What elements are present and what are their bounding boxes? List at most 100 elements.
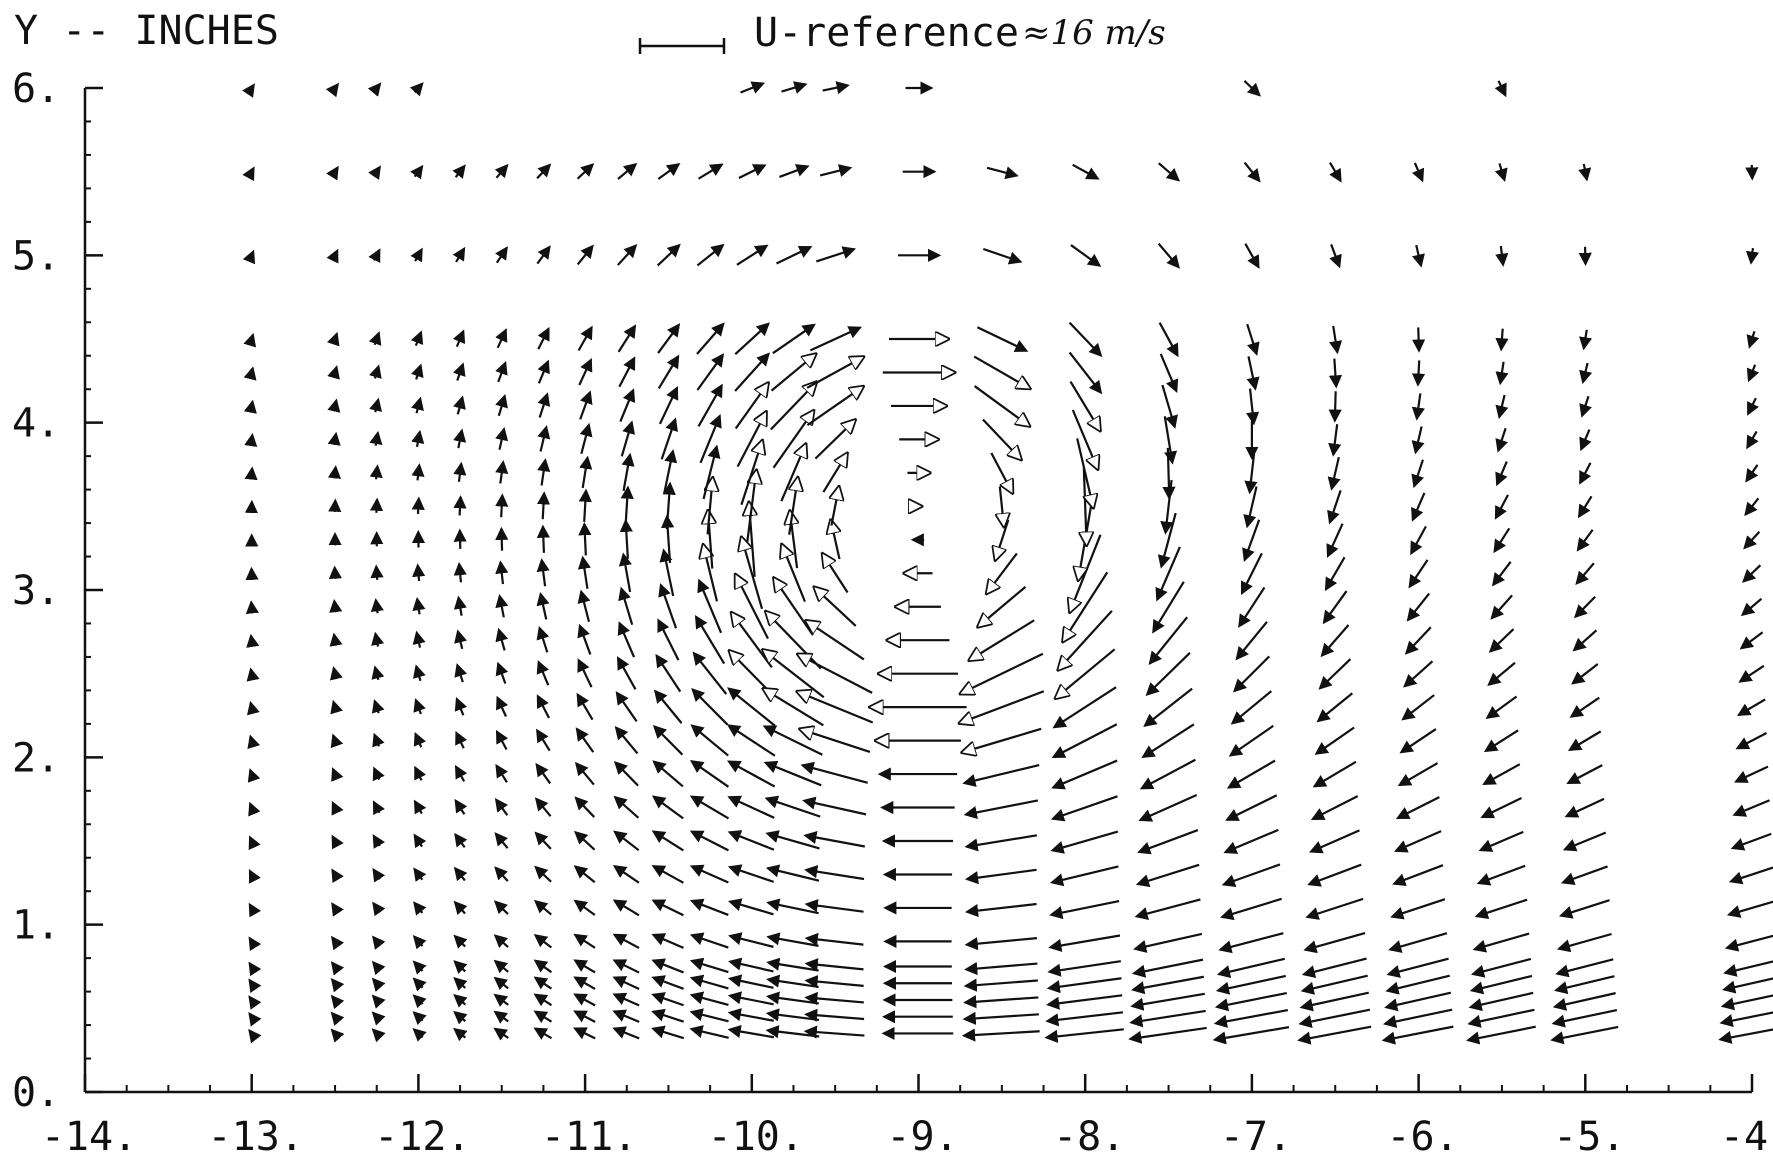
velocity-vector [533,976,553,990]
velocity-vector [1052,686,1117,729]
velocity-vector [822,81,850,95]
velocity-vector [816,246,857,263]
velocity-vector [613,830,640,852]
velocity-vector [1572,629,1598,652]
velocity-vector [1381,1025,1454,1045]
velocity-vector [534,865,552,883]
velocity-vector [1495,461,1508,487]
x-tick-label: -10. [708,1114,804,1159]
velocity-vector [495,361,508,383]
velocity-vector [243,332,257,348]
velocity-vector [243,399,257,414]
velocity-vector [573,959,596,974]
velocity-vector [1000,486,1004,526]
velocity-vector [618,552,632,593]
velocity-vector [453,1010,468,1025]
velocity-vector [613,760,639,787]
velocity-vector [651,1008,685,1023]
y-tick-label: 4. [12,401,60,447]
velocity-vector [1384,991,1452,1012]
velocity-vector [653,689,683,724]
velocity-vector [412,960,427,975]
velocity-vector [533,933,553,949]
velocity-vector [368,248,381,264]
velocity-vector [579,455,593,489]
velocity-vector [1494,163,1508,183]
velocity-vector [1410,525,1427,556]
velocity-vector [248,961,262,977]
velocity-vector [1401,694,1435,721]
velocity-vector [576,692,594,721]
velocity-vector [690,724,729,757]
velocity-vector [697,163,724,180]
velocity-vector [1734,765,1769,783]
velocity-vector [409,82,424,97]
velocity-vector [1246,356,1260,391]
velocity-vector [411,396,424,414]
velocity-vector [327,465,342,479]
velocity-vector [328,498,342,513]
velocity-vector [1411,426,1425,455]
velocity-vector [1488,628,1515,653]
velocity-vector [371,631,385,647]
velocity-vector [1730,832,1772,851]
velocity-vector [1226,759,1276,789]
velocity-vector [536,591,550,620]
velocity-vector [1566,764,1603,785]
velocity-vector [534,831,552,850]
velocity-vector [617,162,638,180]
velocity-vector [1552,992,1616,1011]
velocity-vector [1158,322,1179,358]
velocity-vector [242,249,256,265]
velocity-vector [1724,934,1773,952]
velocity-vector [495,560,509,585]
velocity-vector [330,1011,345,1026]
velocity-vector [1221,863,1281,888]
velocity-vector [973,385,1030,426]
velocity-vector [1476,864,1526,886]
velocity-vector [1216,957,1286,979]
velocity-vector [763,760,822,787]
velocity-vector [1326,523,1344,558]
velocity-vector [367,82,382,97]
velocity-vector [1579,362,1593,385]
velocity-vector [1495,361,1509,386]
velocity-vector [736,244,769,266]
velocity-vector [970,619,1035,660]
velocity-vector [536,728,551,752]
velocity-vector [964,868,1037,885]
velocity-vector [368,165,381,180]
velocity-vector [964,961,1038,976]
velocity-vector [330,733,344,749]
velocity-vector [696,322,725,355]
velocity-vector [1562,831,1607,852]
velocity-vector [765,830,820,850]
velocity-vector [697,578,723,634]
velocity-vector [727,974,774,989]
velocity-vector [578,357,593,386]
velocity-vector [964,834,1038,852]
velocity-vector [1412,244,1425,268]
velocity-vector [1243,161,1261,183]
velocity-vector [1466,1025,1536,1045]
velocity-vector [1576,529,1594,552]
velocity-vector [1309,829,1360,854]
x-tick-label: -6. [1386,1114,1458,1159]
velocity-vector [651,795,684,820]
x-tick-label: -13. [208,1114,304,1159]
velocity-vector [494,832,509,849]
velocity-vector [1722,977,1773,994]
velocity-vector [573,1010,596,1023]
velocity-vector [1560,865,1608,885]
velocity-vector [1305,897,1364,920]
velocity-vector [494,798,509,816]
velocity-vector [1230,690,1273,725]
velocity-vector [1385,974,1450,995]
velocity-vector [412,630,426,648]
velocity-vector [1300,974,1368,995]
velocity-vector [1152,581,1185,634]
velocity-vector [495,246,508,264]
velocity-vector [410,330,424,347]
velocity-vector [248,1012,262,1027]
velocity-vector [536,245,551,265]
